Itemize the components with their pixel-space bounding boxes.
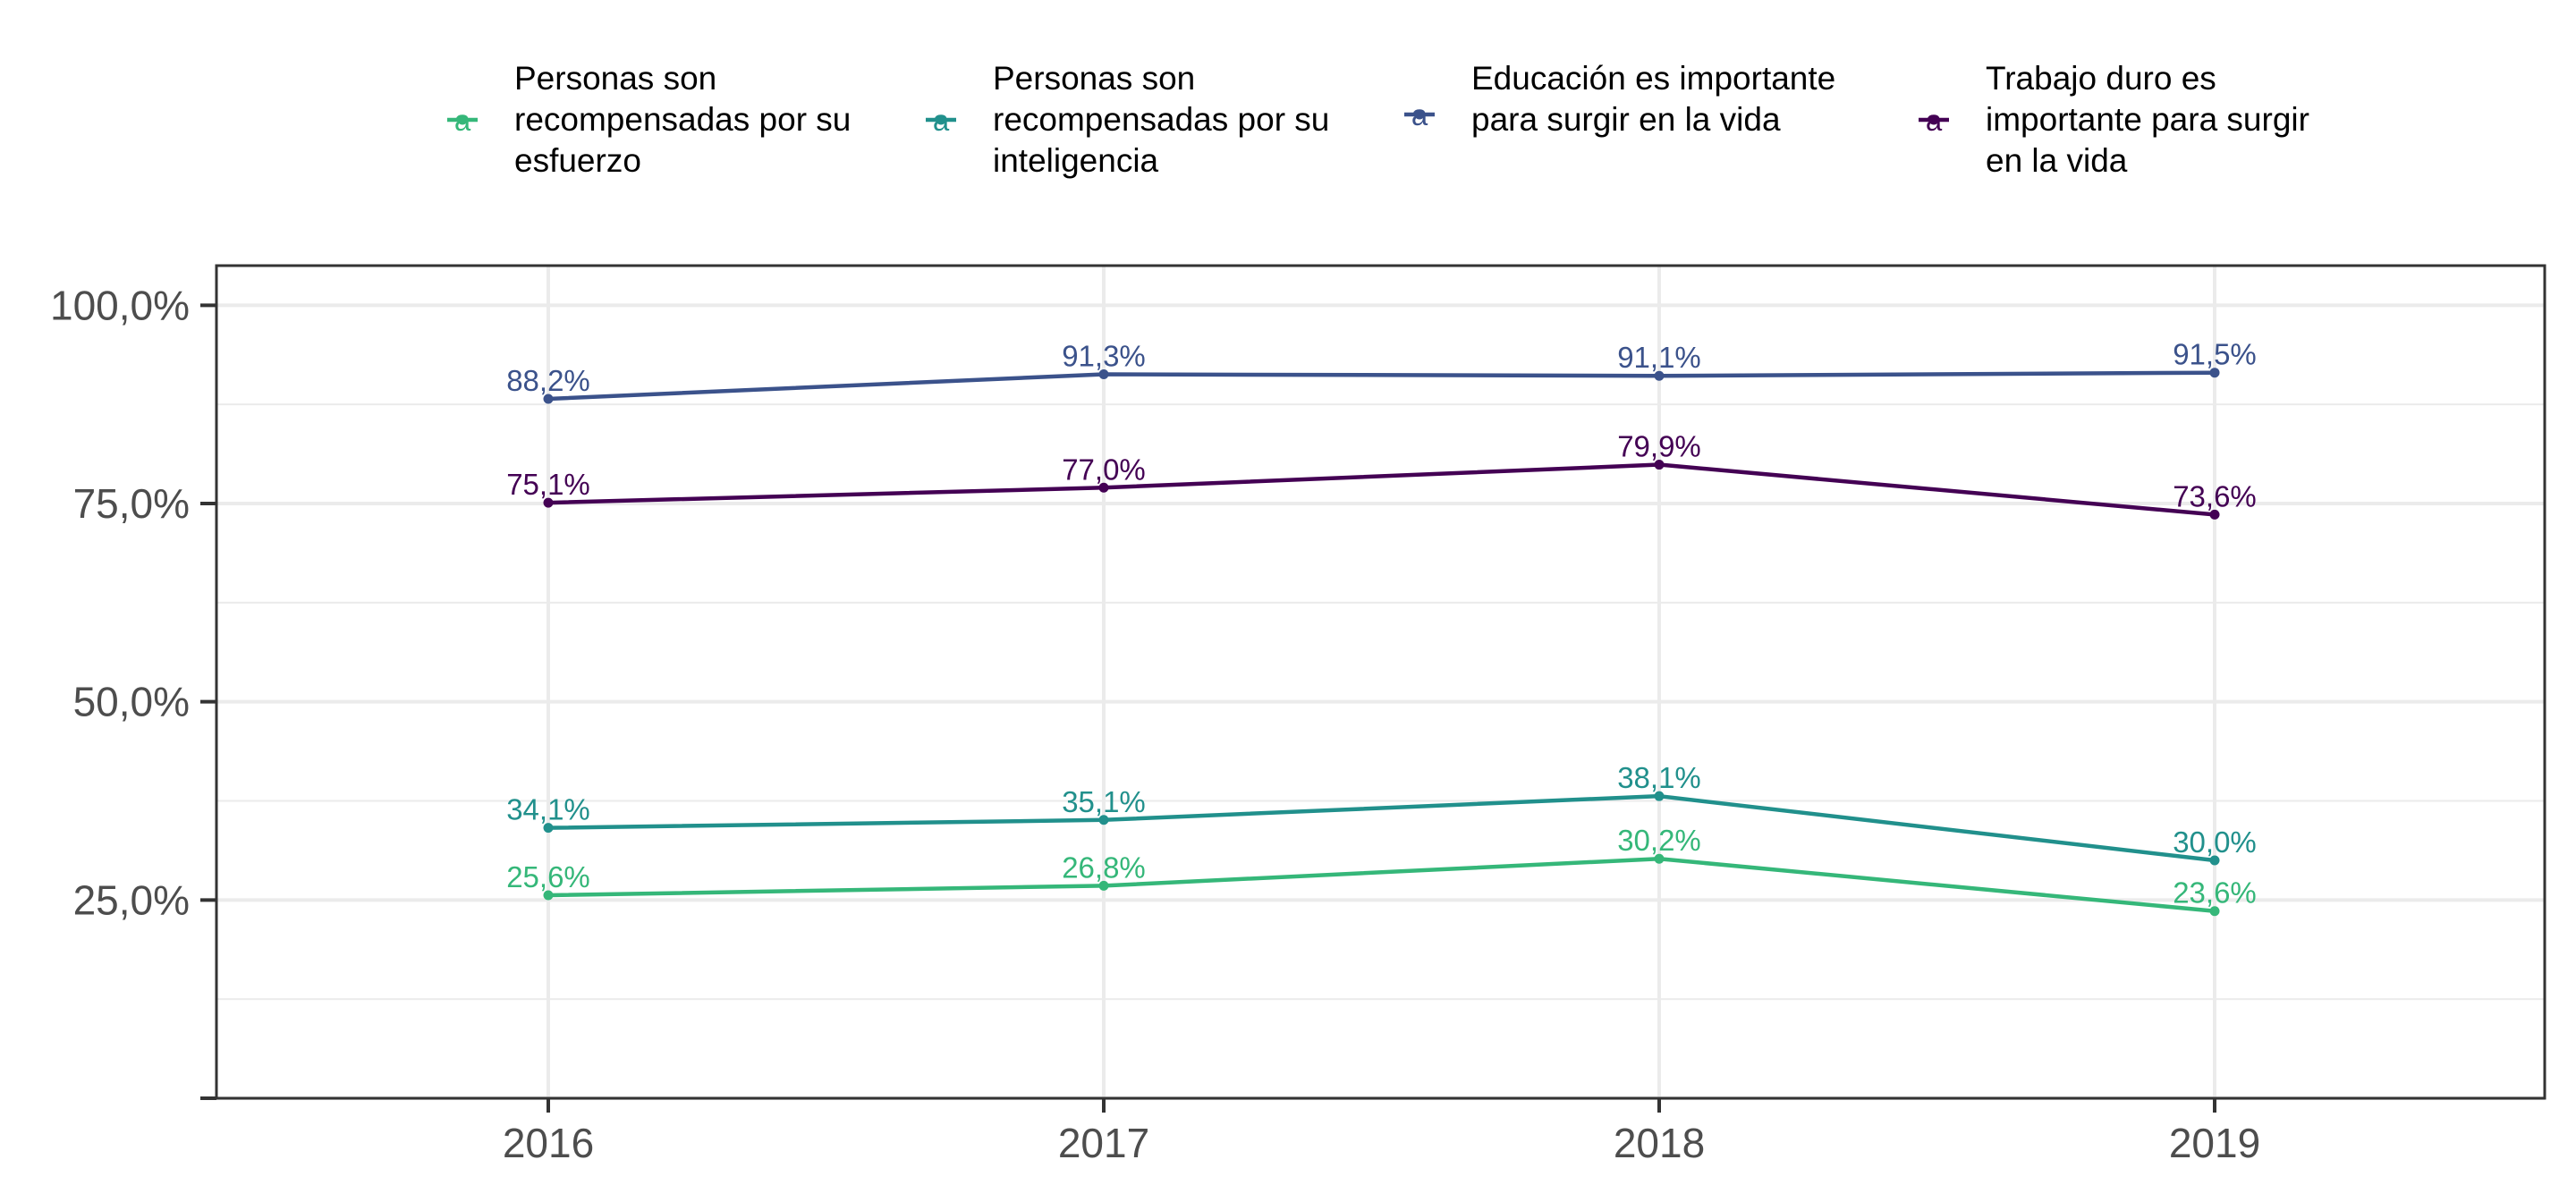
series-layer: 25,6% 26,8% 30,2% 23,6% 34,1% 35,1% 38,1% 30,0%…	[506, 338, 2257, 917]
data-label: 23,6%	[2173, 876, 2257, 910]
legend: a Personas son recompensadas por su esfuerz…	[447, 60, 2309, 179]
x-axis: 2016 2017 2018 2019	[503, 1098, 2260, 1166]
legend-item-3: a Educación es importante para surgir en l…	[1404, 60, 1835, 138]
data-point	[1098, 482, 1109, 493]
data-label: 91,5%	[2173, 338, 2257, 371]
data-point	[1098, 368, 1109, 379]
data-label: 88,2%	[506, 364, 590, 397]
data-point	[543, 497, 554, 508]
series-line	[547, 856, 2216, 913]
x-tick-label: 2016	[503, 1120, 594, 1166]
legend-key-point	[457, 114, 468, 125]
legend-label: recompensadas por su	[993, 101, 1329, 138]
x-tick-label: 2019	[2169, 1120, 2260, 1166]
data-point	[543, 394, 554, 404]
data-point	[1654, 791, 1665, 801]
data-label: 77,0%	[1062, 453, 1146, 486]
legend-key-point	[1414, 109, 1425, 120]
data-point	[2209, 509, 2220, 520]
x-tick-label: 2018	[1614, 1120, 1705, 1166]
y-tick-label: 25,0%	[73, 876, 190, 923]
data-point	[2209, 855, 2220, 866]
data-label: 75,1%	[506, 468, 590, 501]
legend-label: inteligencia	[993, 142, 1159, 179]
series-1: 25,6% 26,8% 30,2% 23,6%	[506, 824, 2257, 917]
legend-label: recompensadas por su	[514, 101, 851, 138]
legend-label: Personas son	[993, 60, 1195, 97]
series-2: 34,1% 35,1% 38,1% 30,0%	[506, 761, 2257, 866]
data-point	[543, 823, 554, 834]
series-4: 75,1% 77,0% 79,9% 73,6%	[506, 430, 2257, 520]
series-line	[547, 793, 2216, 863]
legend-label: esfuerzo	[514, 142, 641, 179]
legend-item-1: a Personas son recompensadas por su esfuerz…	[447, 60, 851, 179]
legend-key-glyph: a	[1926, 104, 1943, 137]
data-point	[1654, 370, 1665, 381]
data-label: 25,6%	[506, 860, 590, 893]
data-point	[1098, 815, 1109, 825]
legend-label: Personas son	[514, 60, 716, 97]
legend-item-2: a Personas son recompensadas por su intelig…	[926, 60, 1329, 179]
y-tick-label: 50,0%	[73, 679, 190, 725]
legend-key-point	[1928, 114, 1939, 125]
legend-item-4: a Trabajo duro es importante para surgir en…	[1919, 60, 2309, 179]
legend-key-glyph: a	[454, 104, 471, 137]
series-3: 88,2% 91,3% 91,1% 91,5%	[506, 338, 2257, 404]
legend-label: en la vida	[1986, 142, 2128, 179]
data-point	[1654, 853, 1665, 864]
data-label: 30,0%	[2173, 825, 2257, 859]
y-tick-label: 75,0%	[73, 480, 190, 527]
legend-label: importante para surgir	[1986, 101, 2309, 138]
y-axis: 25,0% 50,0% 75,0% 100,0%	[50, 282, 216, 1100]
data-point	[543, 890, 554, 901]
data-label: 26,8%	[1062, 851, 1146, 884]
data-point	[1654, 460, 1665, 470]
panel-border	[215, 264, 2546, 1100]
data-label: 35,1%	[1062, 785, 1146, 818]
plot-area: 25,6% 26,8% 30,2% 23,6% 34,1% 35,1% 38,1% 30,0%…	[215, 264, 2546, 1100]
data-point	[1098, 880, 1109, 891]
legend-key-glyph: a	[933, 104, 950, 137]
data-label: 30,2%	[1617, 824, 1701, 857]
data-point	[2209, 368, 2220, 378]
x-tick-label: 2017	[1058, 1120, 1149, 1166]
series-line	[547, 370, 2216, 402]
legend-label: Educación es importante	[1471, 60, 1835, 97]
y-tick-label: 100,0%	[50, 282, 190, 328]
data-label: 79,9%	[1617, 430, 1701, 463]
series-line	[547, 462, 2216, 517]
legend-key-point	[936, 114, 946, 125]
data-label: 91,1%	[1617, 341, 1701, 374]
legend-key-glyph: a	[1411, 98, 1428, 131]
legend-label: para surgir en la vida	[1471, 101, 1781, 138]
legend-label: Trabajo duro es	[1986, 60, 2216, 97]
data-label: 38,1%	[1617, 761, 1701, 794]
data-label: 34,1%	[506, 793, 590, 826]
data-point	[2209, 906, 2220, 917]
data-label: 73,6%	[2173, 479, 2257, 512]
data-label: 91,3%	[1062, 339, 1146, 372]
